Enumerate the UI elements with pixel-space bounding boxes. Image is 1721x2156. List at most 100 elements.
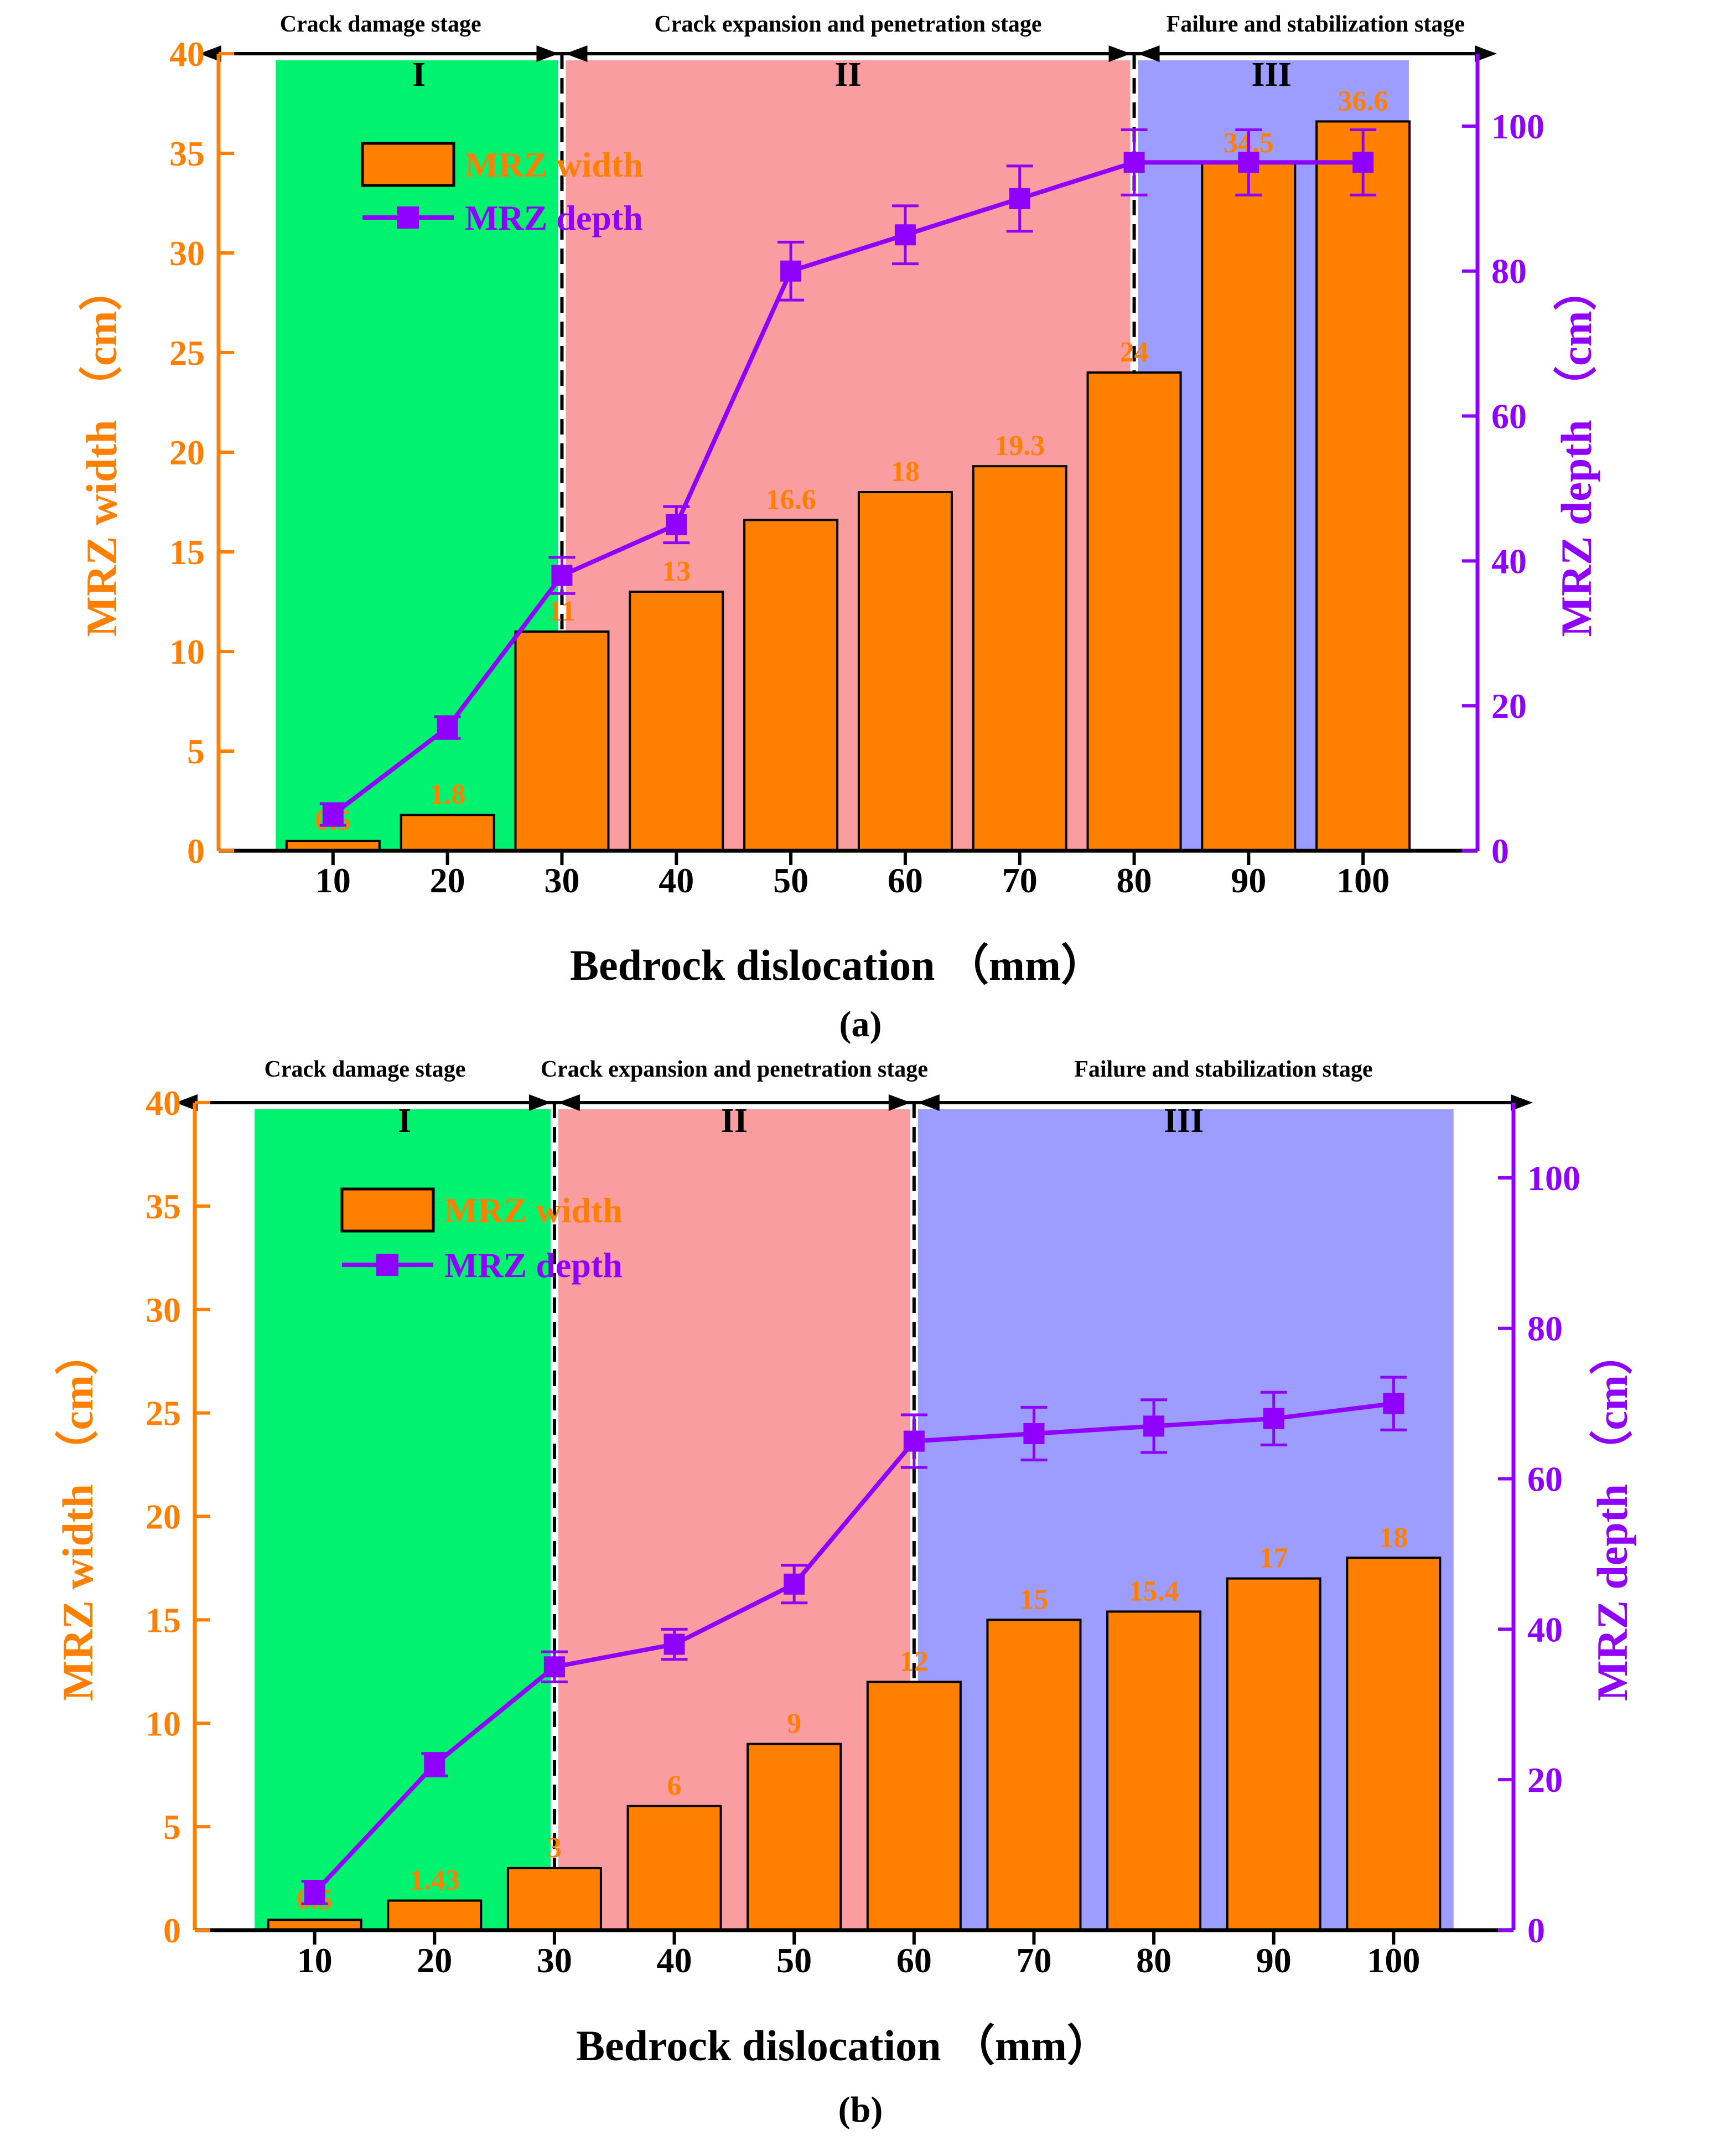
stage-arrowhead-2 <box>528 1094 551 1111</box>
x-tick-label-70: 70 <box>1016 1941 1051 1980</box>
stage-3-numeral: III <box>1164 1102 1204 1140</box>
x-tick-label-10: 10 <box>315 861 351 900</box>
x-tick-label-100: 100 <box>1367 1941 1420 1980</box>
stage-2-caption: Crack expansion and penetration stage <box>541 1057 928 1082</box>
width-bar-label-70: 19.3 <box>994 430 1045 462</box>
width-bar-label-20: 1.8 <box>429 779 465 810</box>
width-bar-label-60: 12 <box>900 1646 929 1678</box>
width-bar-label-100: 36.6 <box>1338 85 1388 117</box>
left-tick-label-30: 30 <box>146 1290 181 1330</box>
right-tick-label-100: 100 <box>1491 107 1544 146</box>
x-tick-label-80: 80 <box>1136 1941 1171 1980</box>
legend-depth-marker <box>376 1254 398 1276</box>
width-bar-label-80: 24 <box>1120 337 1149 368</box>
depth-point-90 <box>1263 1408 1284 1429</box>
depth-point-60 <box>903 1430 925 1452</box>
left-tick-label-10: 10 <box>146 1704 181 1743</box>
left-tick-label-5: 5 <box>163 1807 181 1847</box>
stage-2-region <box>554 1109 914 1930</box>
chart-panel-a: Crack damage stage I Crack expansion and p… <box>77 12 1600 1045</box>
left-tick-label-35: 35 <box>169 134 205 173</box>
depth-point-70 <box>1009 188 1030 209</box>
stage-arrowhead-2 <box>536 45 559 62</box>
left-axis-title: MRZ width （cm） <box>77 267 126 637</box>
left-tick-label-0: 0 <box>187 831 205 871</box>
width-bar-100 <box>1315 120 1411 852</box>
width-bar-100 <box>1346 1557 1442 1931</box>
x-tick-label-90: 90 <box>1231 861 1266 900</box>
panel-label: (a) <box>839 1004 882 1045</box>
depth-point-30 <box>543 1656 565 1678</box>
x-tick-label-60: 60 <box>896 1941 932 1980</box>
left-tick-label-30: 30 <box>169 234 205 273</box>
x-tick-label-20: 20 <box>417 1941 452 1980</box>
stage-arrowhead-3 <box>557 1094 580 1111</box>
width-bar-50 <box>743 519 839 852</box>
width-bar-30 <box>514 630 610 852</box>
stage-arrowhead-5 <box>1137 45 1160 62</box>
left-tick-label-20: 20 <box>169 433 205 472</box>
x-tick-label-20: 20 <box>430 861 465 900</box>
stage-2-caption: Crack expansion and penetration stage <box>654 12 1041 37</box>
width-bar-60 <box>866 1681 962 1931</box>
width-bar-label-40: 6 <box>667 1770 682 1802</box>
depth-series-line <box>331 160 1364 816</box>
width-bar-label-60: 18 <box>891 456 920 488</box>
stage-arrowhead-4 <box>1108 45 1131 62</box>
depth-point-10 <box>322 804 344 825</box>
legend-width-swatch <box>340 1187 435 1233</box>
panel-label: (b) <box>838 2090 883 2130</box>
stage-arrowhead-1 <box>199 45 221 62</box>
width-bar-50 <box>747 1743 842 1931</box>
stage-arrowhead-5 <box>917 1094 940 1111</box>
left-tick-label-25: 25 <box>146 1394 181 1433</box>
stage-2-numeral: II <box>834 56 861 94</box>
x-tick-label-30: 30 <box>544 861 579 900</box>
depth-point-40 <box>663 1633 685 1655</box>
width-bar-30 <box>506 1867 602 1931</box>
left-tick-label-20: 20 <box>146 1497 181 1537</box>
legend-width-label: MRZ width <box>465 145 643 184</box>
right-tick-label-40: 40 <box>1527 1610 1563 1649</box>
depth-point-20 <box>437 717 458 738</box>
depth-point-100 <box>1383 1393 1404 1414</box>
depth-series-line <box>313 1401 1394 1894</box>
width-bar-label-50: 9 <box>787 1708 801 1740</box>
left-tick-label-0: 0 <box>163 1911 181 1950</box>
x-tick-label-30: 30 <box>537 1941 572 1980</box>
width-bar-70 <box>986 1619 1082 1931</box>
left-tick-label-35: 35 <box>146 1187 181 1226</box>
width-bar-60 <box>857 491 953 852</box>
right-tick-label-40: 40 <box>1491 541 1527 581</box>
depth-point-40 <box>666 514 687 535</box>
chart-panel-b: Crack damage stage I Crack expansion and p… <box>54 1057 1636 2130</box>
width-bar-label-40: 13 <box>662 556 691 587</box>
left-tick-label-5: 5 <box>187 732 205 771</box>
right-tick-label-60: 60 <box>1491 397 1527 436</box>
left-tick-label-10: 10 <box>169 632 205 671</box>
width-bar-label-30: 11 <box>548 596 576 627</box>
stage-1-region <box>255 1109 554 1930</box>
width-bar-label-50: 16.6 <box>766 484 816 515</box>
stage-1-caption: Crack damage stage <box>280 12 481 37</box>
x-tick-label-60: 60 <box>888 861 923 900</box>
x-tick-label-70: 70 <box>1002 861 1038 900</box>
x-tick-label-40: 40 <box>659 861 694 900</box>
stage-2-numeral: II <box>721 1102 748 1140</box>
stage-1-numeral: I <box>398 1102 411 1140</box>
width-bar-label-80: 15.4 <box>1129 1575 1179 1607</box>
x-tick-label-10: 10 <box>297 1941 333 1980</box>
right-tick-label-20: 20 <box>1491 686 1527 726</box>
stage-3-numeral: III <box>1252 56 1292 94</box>
left-tick-label-40: 40 <box>146 1083 181 1123</box>
depth-point-50 <box>784 1573 805 1595</box>
width-bar-40 <box>629 591 724 852</box>
width-bar-label-30: 3 <box>547 1832 562 1864</box>
depth-point-80 <box>1123 152 1145 173</box>
depth-point-90 <box>1238 152 1259 173</box>
x-tick-label-90: 90 <box>1256 1941 1292 1980</box>
width-bar-label-90: 17 <box>1259 1543 1288 1574</box>
right-tick-label-0: 0 <box>1491 831 1509 871</box>
left-axis-title: MRZ width （cm） <box>54 1332 102 1701</box>
